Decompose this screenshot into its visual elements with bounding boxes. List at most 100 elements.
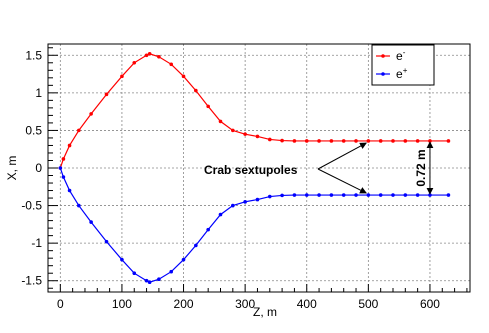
data-point <box>181 74 186 79</box>
data-point <box>104 92 109 97</box>
data-point <box>144 278 149 283</box>
data-point <box>181 257 186 262</box>
data-point <box>366 139 371 143</box>
data-point <box>243 200 247 204</box>
data-point <box>354 139 358 143</box>
legend-label-base: e <box>396 67 403 81</box>
legend-label-superscript: + <box>403 66 408 75</box>
x-tick-label: 100 <box>112 297 132 311</box>
data-point <box>255 197 260 202</box>
data-point <box>231 203 235 208</box>
data-point <box>206 104 210 109</box>
data-point <box>280 193 284 198</box>
data-point <box>61 175 66 179</box>
data-point <box>61 157 66 161</box>
data-point <box>391 193 395 197</box>
y-tick-label: 1.5 <box>25 48 42 62</box>
legend-label: e- <box>396 48 406 63</box>
data-point <box>415 139 420 143</box>
x-tick-label: 400 <box>297 297 317 311</box>
data-point <box>267 137 272 142</box>
legend-swatch-marker <box>381 54 385 58</box>
data-point <box>58 166 63 170</box>
data-point <box>67 143 72 148</box>
x-axis-label: Z, m <box>253 305 277 319</box>
data-point <box>231 128 235 133</box>
data-point <box>378 139 383 143</box>
data-point <box>415 193 420 197</box>
data-point <box>366 193 371 197</box>
legend-swatch-marker <box>381 72 385 76</box>
y-tick-label: -1.5 <box>21 274 42 288</box>
data-point <box>157 54 161 59</box>
data-point <box>292 139 297 143</box>
data-point <box>147 51 152 56</box>
data-point <box>304 193 309 197</box>
sextupole-arrow-lower <box>317 168 367 194</box>
x-tick-label: 300 <box>235 297 255 311</box>
legend: e-e+ <box>371 44 435 86</box>
legend-label-base: e <box>396 49 403 63</box>
y-tick-label: -0.5 <box>21 199 42 213</box>
data-point <box>255 134 260 139</box>
data-point <box>67 188 72 193</box>
data-point <box>243 132 247 136</box>
y-tick-label: 0 <box>35 161 42 175</box>
data-point <box>206 227 210 232</box>
data-point <box>169 269 174 274</box>
data-point <box>354 193 358 197</box>
data-point <box>403 193 408 197</box>
data-point <box>329 139 334 143</box>
data-point <box>341 193 346 197</box>
data-point <box>446 193 451 197</box>
y-tick-label: 0.5 <box>25 123 42 137</box>
series-line-positron <box>59 167 449 283</box>
data-point <box>403 139 408 143</box>
data-point <box>169 62 174 67</box>
data-point <box>378 193 383 197</box>
data-point <box>317 139 321 143</box>
x-tick-label: 200 <box>174 297 194 311</box>
legend-label: e+ <box>396 66 408 81</box>
data-point <box>292 193 297 197</box>
data-point <box>194 243 198 248</box>
crab-sextupoles-label: Crab sextupoles <box>204 163 298 177</box>
data-point <box>218 119 223 124</box>
data-point <box>89 112 93 116</box>
data-point <box>304 139 309 143</box>
data-point <box>157 277 161 282</box>
data-point <box>132 60 137 65</box>
ticks-group: 0 100 200 300 400 500 600 1.5 1 0.5 0 -0.5 -1 -1.5 <box>21 47 468 311</box>
sextupole-arrow-upper <box>317 142 367 170</box>
data-point <box>144 53 149 58</box>
data-point <box>147 280 152 285</box>
data-point <box>77 203 81 208</box>
data-point <box>194 88 198 93</box>
data-point <box>341 139 346 143</box>
data-point <box>120 257 124 262</box>
separation-label: 0.72 m <box>414 149 428 186</box>
data-point <box>267 194 272 199</box>
series-group <box>58 51 451 285</box>
y-tick-label: -1 <box>31 236 42 250</box>
x-tick-label: 0 <box>57 297 64 311</box>
data-point <box>391 139 395 143</box>
data-point <box>89 220 93 224</box>
data-point <box>132 271 137 276</box>
legend-label-superscript: - <box>403 48 406 57</box>
data-point <box>218 212 223 217</box>
data-point <box>104 239 109 244</box>
y-tick-label: 1 <box>35 86 42 100</box>
x-tick-label: 600 <box>420 297 440 311</box>
x-tick-label: 500 <box>358 297 378 311</box>
data-point <box>77 128 81 133</box>
data-point <box>446 139 451 143</box>
legend-box <box>371 44 435 86</box>
series-line-electron <box>59 53 449 169</box>
data-point <box>280 138 284 143</box>
data-point <box>120 74 124 79</box>
data-point <box>329 193 334 197</box>
data-point <box>317 193 321 197</box>
